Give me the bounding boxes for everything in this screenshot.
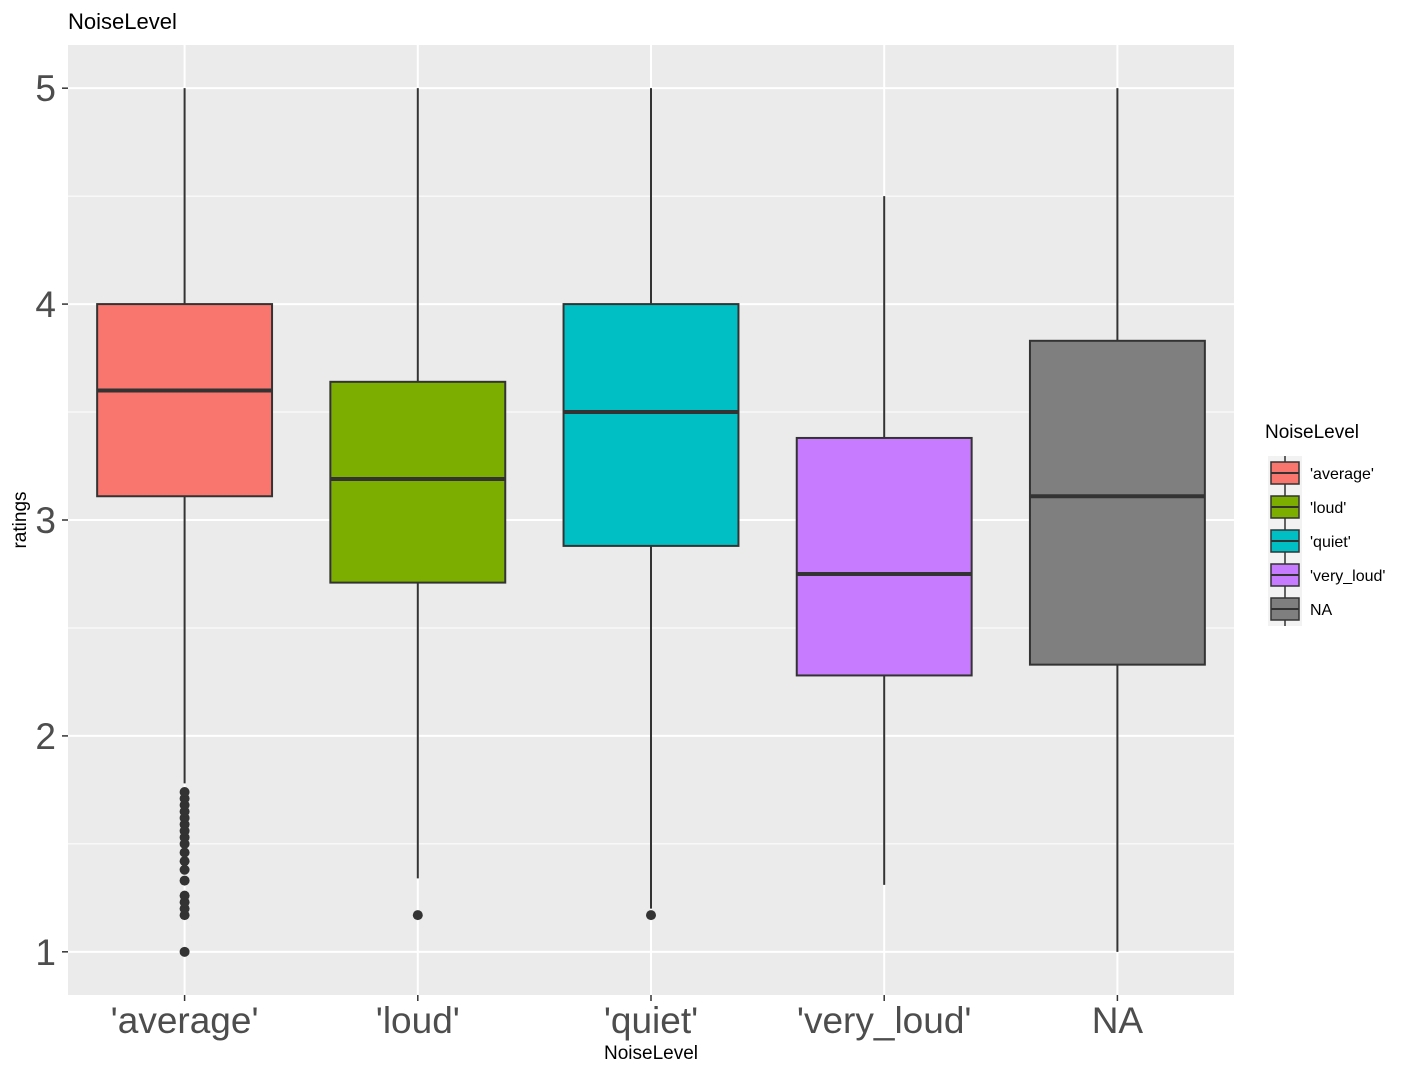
x-tick-label: 'very_loud'	[797, 1000, 972, 1041]
outlier-point	[179, 875, 190, 886]
outlier-point	[412, 910, 423, 921]
box-iqr	[795, 436, 973, 677]
legend-item: 'loud'	[1268, 490, 1346, 524]
box-iqr	[329, 380, 507, 584]
box-iqr	[562, 303, 740, 547]
legend-item: 'average'	[1268, 456, 1374, 490]
box-iqr	[96, 303, 274, 498]
x-axis-title: NoiseLevel	[604, 1043, 698, 1064]
box-group	[562, 88, 740, 921]
box-iqr	[1028, 339, 1206, 666]
y-axis: 1 2 3 4 5	[35, 68, 68, 973]
x-tick-label: NA	[1092, 1000, 1144, 1041]
y-axis-title: ratings	[10, 491, 31, 548]
y-tick-label: 2	[35, 716, 56, 757]
y-tick-label: 4	[35, 284, 56, 325]
x-tick-label: 'loud'	[376, 1000, 460, 1041]
legend-label: 'quiet'	[1310, 534, 1351, 551]
legend-label: 'very_loud'	[1310, 568, 1385, 585]
outlier-point	[179, 847, 190, 858]
outlier-point	[179, 856, 190, 867]
legend-item: NA	[1268, 592, 1333, 626]
legend-label: 'average'	[1310, 466, 1374, 483]
outlier-point	[179, 890, 190, 901]
legend-item: 'quiet'	[1268, 524, 1351, 558]
outlier-point	[646, 910, 656, 921]
y-tick-label: 3	[35, 500, 56, 541]
box-group	[1028, 88, 1206, 952]
boxes-layer	[96, 88, 1206, 957]
box-group	[329, 88, 507, 921]
legend-label: 'loud'	[1310, 500, 1346, 517]
x-tick-label: 'average'	[111, 1000, 259, 1041]
box-group	[795, 196, 973, 885]
legend-item: 'very_loud'	[1268, 558, 1385, 592]
legend: NoiseLevel 'average' 'loud' 'quiet' 'very_l…	[1265, 422, 1385, 626]
y-tick-label: 1	[35, 932, 56, 973]
chart-title: NoiseLevel	[68, 9, 177, 34]
outlier-point	[179, 864, 190, 875]
box-group	[96, 88, 274, 957]
y-tick-label: 5	[35, 68, 56, 109]
x-tick-label: 'quiet'	[604, 1000, 698, 1041]
x-axis: 'average' 'loud' 'quiet' 'very_loud' NA	[111, 995, 1144, 1041]
legend-title: NoiseLevel	[1265, 422, 1359, 443]
outlier-point	[179, 946, 190, 957]
legend-label: NA	[1310, 602, 1333, 619]
outlier-point	[179, 787, 190, 798]
